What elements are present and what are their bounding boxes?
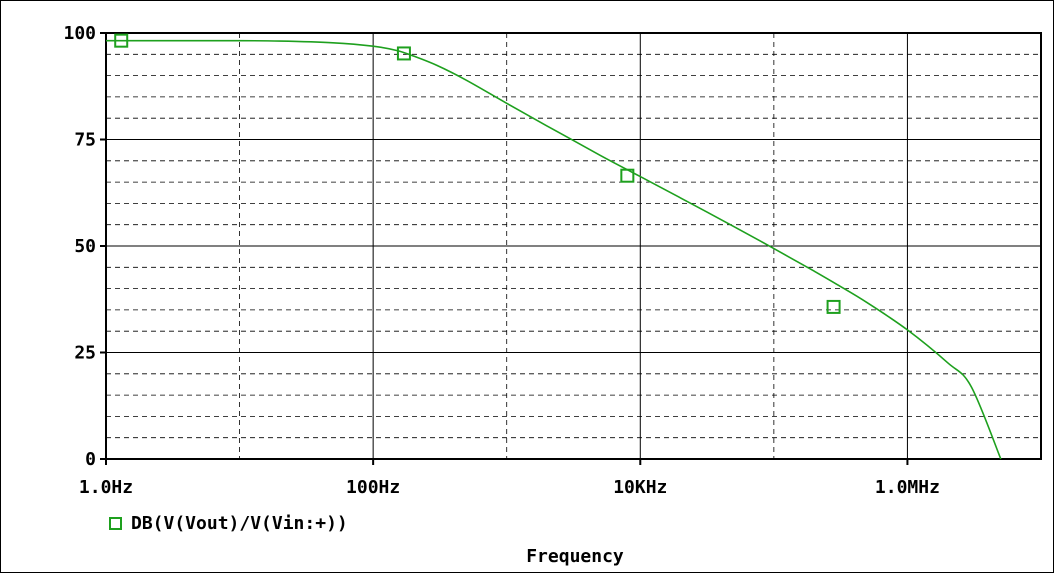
grid-major-lines	[106, 33, 1041, 459]
x-tick-label: 1.0MHz	[875, 477, 940, 498]
y-tick-label: 100	[63, 23, 96, 44]
series-marker	[620, 168, 635, 183]
legend-marker-icon	[109, 517, 122, 530]
x-tick-label: 1.0Hz	[79, 477, 133, 498]
x-tick-label: 10KHz	[613, 477, 667, 498]
series-marker	[396, 46, 411, 61]
x-axis-title: Frequency	[526, 546, 624, 567]
series-marker	[114, 33, 129, 48]
series-marker	[826, 299, 841, 314]
series-markers	[114, 33, 841, 314]
y-axis: 0 25 50 75 100	[63, 23, 106, 470]
legend-label: DB(V(Vout)/V(Vin:+))	[131, 513, 348, 534]
y-tick-label: 0	[85, 449, 96, 470]
y-tick-label: 50	[74, 236, 96, 257]
x-axis: 1.0Hz 100Hz 10KHz 1.0MHz	[79, 459, 940, 498]
x-tick-label: 100Hz	[346, 477, 400, 498]
series-line	[105, 39, 1002, 460]
grid-minor-lines	[106, 33, 1041, 459]
y-tick-label: 75	[74, 130, 96, 151]
legend[interactable]: DB(V(Vout)/V(Vin:+))	[109, 513, 348, 534]
y-tick-label: 25	[74, 343, 96, 364]
